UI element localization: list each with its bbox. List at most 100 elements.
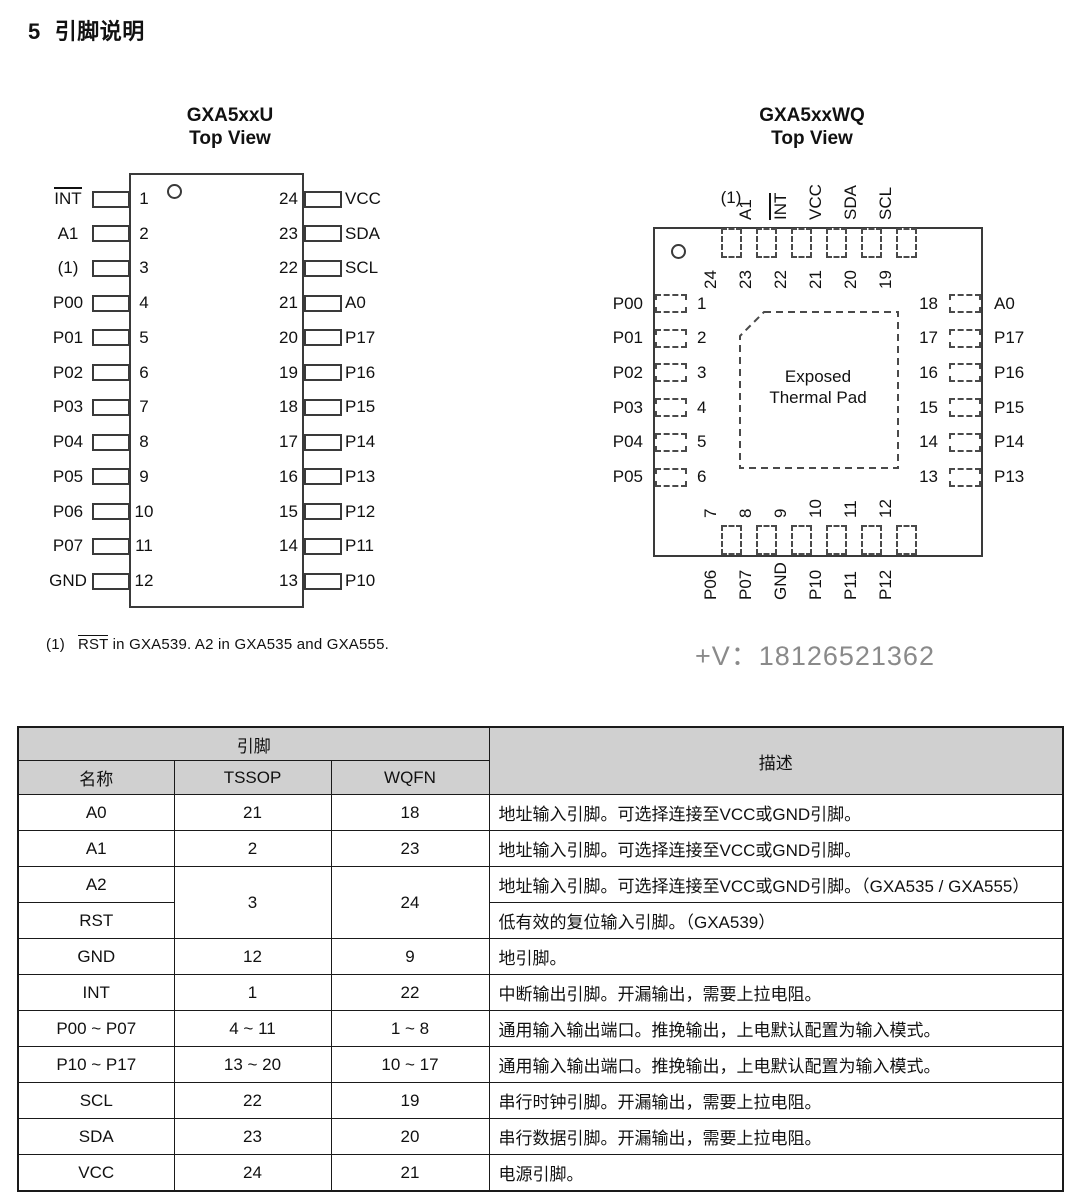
tssop-right-pin-label: P13 (345, 466, 376, 486)
tssop-right-pin-number: 17 (279, 432, 298, 452)
tssop-right-pin-number: 14 (279, 536, 298, 556)
wqfn-pin-cell: 23 (330, 830, 490, 867)
tssop-pin-cell: 13 ~ 20 (173, 1046, 332, 1083)
tssop-right-pin-number: 23 (279, 223, 298, 243)
tssop-left-pin-stub (92, 364, 130, 382)
wqfn-right-pad (949, 467, 981, 487)
wqfn-bottom-pin-number-text: 8 (736, 508, 755, 518)
tssop-left-pin-number: 5 (139, 327, 149, 347)
wqfn-bottom-pin-number-text: 10 (806, 499, 825, 518)
pin-name-cell: P10 ~ P17 (17, 1046, 175, 1083)
table-header-row-2: 名称 TSSOP WQFN (17, 760, 1063, 795)
pin-desc-cell: 串行时钟引脚。开漏输出，需要上拉电阻。 (488, 1082, 1064, 1119)
tssop-right-pin-label: P16 (345, 362, 376, 382)
wqfn-left-pin-number: 2 (697, 328, 707, 348)
pin-desc-cell: 地址输入引脚。可选择连接至VCC或GND引脚。（GXA535 / GXA555） (488, 866, 1064, 903)
footnote-rst-overlined: RST (77, 635, 109, 653)
pin-name-cell: SCL (17, 1082, 175, 1119)
section-title: 引脚说明 (54, 19, 145, 44)
tssop-pin-cell: 21 (173, 794, 332, 831)
tssop-pin-cell: 1 (173, 974, 332, 1011)
wqfn-right-pad (949, 398, 981, 418)
tssop-left-pin-label: A1 (57, 223, 79, 243)
table-header-row-1: 引脚 描述 (17, 726, 1064, 795)
tssop-right-pin-number: 21 (279, 293, 298, 313)
wqfn-left-pin-number: 5 (697, 432, 707, 452)
tssop-left-pin-number: 8 (139, 432, 149, 452)
tssop-left-pin-stub (92, 468, 130, 486)
tssop-right-pin-label: P15 (345, 397, 376, 417)
tssop-right-pin-number: 20 (279, 327, 298, 347)
tssop-right-pin-number: 18 (279, 397, 298, 417)
wqfn-top-pin-number-text: 19 (876, 270, 895, 289)
tssop-right-pin-label: VCC (345, 189, 381, 208)
tssop-right-pin-number: 24 (279, 189, 298, 208)
wqfn-right-pin-number: 13 (919, 467, 938, 486)
tssop-right-pin-stub (304, 190, 342, 208)
wqfn-top-pin-label-text: VCC (806, 184, 825, 220)
wqfn-bottom-pad (860, 525, 882, 555)
pin-desc-cell: 低有效的复位输入引脚。（GXA539） (488, 902, 1064, 939)
wqfn-right-pad (949, 363, 981, 383)
tssop-title-block: GXA5xxU Top View (120, 104, 340, 150)
tssop-pin-cell: 23 (173, 1118, 332, 1155)
tssop-left-pin-label: P00 (52, 293, 84, 313)
tssop-pin-cell: 2 (173, 830, 332, 867)
footnote-text: in GXA539. A2 in GXA535 and GXA555. (108, 636, 389, 653)
tssop-right-pin-number: 15 (279, 501, 298, 521)
tssop-right-pin-label: P12 (345, 501, 376, 521)
overline: INT (54, 187, 82, 208)
wqfn-pin-cell: 20 (330, 1118, 490, 1155)
wqfn-top-pin-label-text: SCL (876, 186, 895, 220)
tssop-right-pin-label: P11 (345, 536, 374, 556)
tssop-left-pin-label: P04 (52, 432, 84, 452)
pin-desc-cell: 通用输入输出端口。推挽输出，上电默认配置为输入模式。 (488, 1010, 1064, 1047)
wqfn-right-pin-label: P15 (994, 397, 1025, 417)
thermal-pad-label-line1: Exposed (784, 367, 852, 386)
wqfn-pin1-indicator-circle (671, 244, 686, 259)
wqfn-pin-cell: 21 (330, 1154, 490, 1192)
wqfn-title: GXA5xxWQ (759, 105, 865, 126)
tssop-pin-cell: 4 ~ 11 (173, 1010, 332, 1047)
tssop-right-pin-stub (304, 433, 342, 451)
tssop-right-pin-label: SDA (345, 223, 380, 243)
wqfn-left-pad (655, 432, 687, 452)
table-row: SCL 22 19 串行时钟引脚。开漏输出，需要上拉电阻。 (17, 1082, 1064, 1119)
wqfn-top-pad (720, 228, 742, 258)
tssop-right-pin-number: 22 (279, 258, 298, 278)
wqfn-top-pin-label-text: SDA (841, 185, 860, 220)
watermark: +V：18126521362 (695, 641, 935, 671)
tssop-left-pin-stub (92, 537, 130, 555)
pin-desc-cell: 地址输入引脚。可选择连接至VCC或GND引脚。 (488, 830, 1064, 867)
pin-desc-cell: 地引脚。 (488, 938, 1064, 975)
tssop-left-pin-number: 2 (139, 223, 149, 243)
wqfn-left-pin-number: 6 (697, 467, 707, 486)
wqfn-top-pin-number-text: 23 (736, 270, 755, 289)
section-number: 5 (28, 19, 41, 44)
wqfn-left-pad (655, 467, 687, 487)
tssop-left-pin-stub (92, 433, 130, 451)
wqfn-bottom-pin-label-text: GND (771, 562, 790, 600)
table-row: SDA 23 20 串行数据引脚。开漏输出，需要上拉电阻。 (17, 1118, 1064, 1155)
table-row: A1 2 23 地址输入引脚。可选择连接至VCC或GND引脚。 (17, 830, 1064, 867)
section-heading: 5 引脚说明 (28, 14, 145, 46)
wqfn-top-pad (895, 228, 917, 258)
pin-desc-cell: 地址输入引脚。可选择连接至VCC或GND引脚。 (488, 794, 1064, 831)
tssop-left-pin-number: 10 (134, 501, 154, 521)
table-row: INT 1 22 中断输出引脚。开漏输出，需要上拉电阻。 (17, 974, 1064, 1011)
tssop-right-pin-label: SCL (345, 258, 379, 278)
tssop-left-pin-stub (92, 572, 130, 590)
tssop-right-pin-number: 19 (279, 362, 298, 382)
tssop-right-pin-stub (304, 398, 342, 416)
tssop-pin-cell: 22 (173, 1082, 332, 1119)
pin-table-body: A0 21 18 地址输入引脚。可选择连接至VCC或GND引脚。 A1 2 23 地址输入引脚… (17, 794, 1064, 1192)
table-row: A2 3 24 地址输入引脚。可选择连接至VCC或GND引脚。（GXA535 / GX… (17, 866, 1064, 939)
table-row: P00 ~ P07 4 ~ 11 1 ~ 8 通用输入输出端口。推挽输出，上电默认配置… (17, 1010, 1064, 1047)
tssop-right-pin-stub (304, 503, 342, 521)
pin-name-cell: VCC (17, 1154, 175, 1192)
header-cell-wqfn: WQFN (330, 760, 490, 795)
wqfn-left-pad (655, 398, 687, 418)
tssop-left-pin-stub (92, 225, 130, 243)
wqfn-left-pin-number: 1 (697, 293, 707, 313)
